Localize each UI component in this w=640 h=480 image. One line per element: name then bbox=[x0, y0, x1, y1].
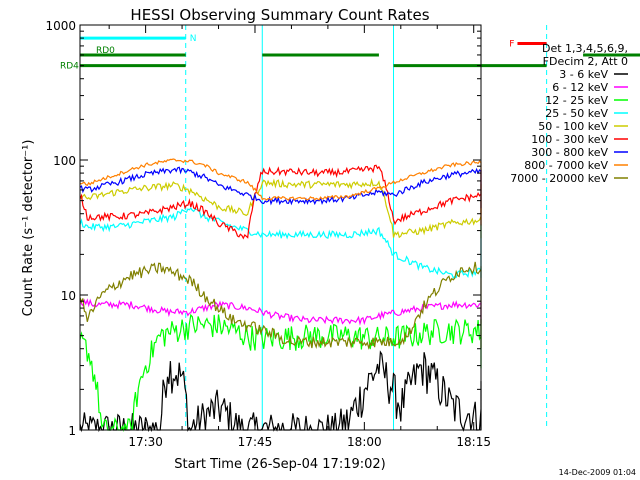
x-tick-label: 17:30 bbox=[128, 435, 163, 449]
legend-label-3: 25 - 50 keV bbox=[545, 107, 608, 120]
legend-label-4: 50 - 100 keV bbox=[538, 120, 608, 133]
annotation-label-3: RD0 bbox=[96, 46, 115, 56]
chart-title: HESSI Observing Summary Count Rates bbox=[130, 6, 429, 24]
x-axis-label: Start Time (26-Sep-04 17:19:02) bbox=[174, 457, 385, 472]
x-tick-label: 17:45 bbox=[238, 435, 273, 449]
y-tick-label: 10 bbox=[61, 289, 76, 303]
footer-timestamp: 14-Dec-2009 01:04 bbox=[559, 468, 636, 477]
legend-header: FDecim 2, Att 0 bbox=[543, 55, 628, 68]
legend-label-7: 800 - 7000 keV bbox=[524, 159, 608, 172]
y-tick-label: 100 bbox=[53, 154, 76, 168]
series-line-4 bbox=[79, 177, 482, 239]
series-line-0 bbox=[79, 350, 482, 433]
x-tick-label: 18:00 bbox=[347, 435, 382, 449]
legend-label-1: 6 - 12 keV bbox=[552, 81, 608, 94]
legend-label-6: 300 - 800 keV bbox=[531, 146, 608, 159]
legend-label-0: 3 - 6 keV bbox=[559, 68, 608, 81]
legend-label-8: 7000 - 20000 keV bbox=[510, 172, 608, 185]
y-tick-label: 1000 bbox=[45, 19, 76, 33]
legend-header: Det 1,3,4,5,6,9, bbox=[542, 42, 628, 55]
y-tick-label: 1 bbox=[68, 424, 76, 438]
annotation-label-6: RD4 bbox=[60, 62, 79, 72]
legend-label-2: 12 - 25 keV bbox=[545, 94, 608, 107]
annotation-label-0: N bbox=[190, 34, 197, 44]
x-tick-label: 18:15 bbox=[456, 435, 491, 449]
legend-label-5: 100 - 300 keV bbox=[531, 133, 608, 146]
series-line-2 bbox=[79, 313, 482, 432]
series-line-8 bbox=[79, 261, 482, 350]
y-axis-label: Count Rate (s⁻¹ detector⁻¹) bbox=[21, 140, 36, 317]
plot-frame bbox=[79, 24, 482, 431]
annotation-label-2: F bbox=[509, 39, 514, 49]
